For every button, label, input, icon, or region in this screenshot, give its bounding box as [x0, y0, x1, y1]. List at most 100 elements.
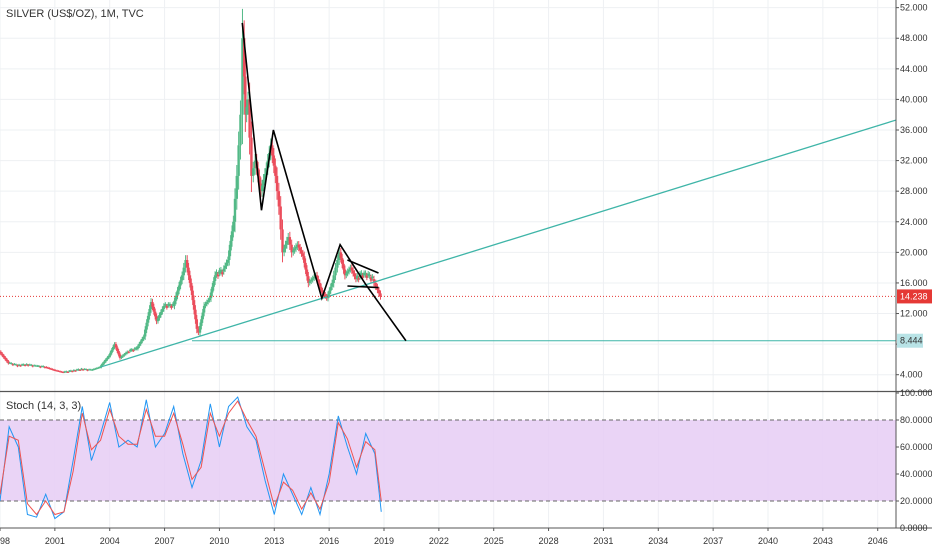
candle-body-up	[72, 369, 76, 371]
candle-body-down	[271, 145, 274, 156]
x-tick-label: 98	[0, 536, 10, 546]
candle-body-up	[123, 354, 126, 356]
candle-body-up	[161, 308, 164, 312]
candle-body-up	[164, 303, 167, 306]
candle-body-down	[151, 302, 154, 307]
candle-body-up	[229, 240, 232, 251]
candle-body-up	[233, 198, 237, 222]
candle-body-up	[200, 319, 203, 326]
support-trendline	[100, 119, 897, 368]
candle-body-up	[126, 351, 129, 353]
candle-body-down	[244, 76, 247, 115]
candle-body-up	[65, 371, 68, 373]
candle-body-down	[57, 370, 60, 372]
candle-body-up	[141, 338, 144, 342]
candle-body-up	[139, 341, 142, 344]
candle-body-down	[55, 370, 59, 372]
candle-body-down	[305, 269, 309, 277]
candle-body-up	[159, 312, 163, 316]
price-pane	[0, 8, 897, 374]
candle-body-up	[138, 343, 141, 347]
candle-body-down	[250, 137, 253, 176]
candle-body-up	[13, 363, 16, 365]
stoch-y-tick-label: 0.0000	[900, 523, 928, 533]
y-tick-label: 36.000	[900, 125, 928, 135]
x-tick-label: 2019	[374, 536, 394, 546]
candle-body-down	[304, 262, 307, 270]
candle-body-down	[191, 290, 194, 301]
candle-body-down	[46, 367, 50, 369]
candle-body-up	[42, 366, 45, 368]
candle-body-down	[152, 306, 156, 312]
candle-body-up	[364, 272, 367, 276]
candle-body-up	[329, 286, 332, 291]
candle-body-up	[284, 244, 287, 249]
candle-body-up	[89, 369, 92, 371]
candle-body-down	[216, 274, 220, 277]
candle-body-down	[379, 293, 382, 297]
x-tick-label: 2043	[813, 536, 833, 546]
candle-body-up	[167, 303, 170, 306]
candle-body-down	[45, 367, 48, 369]
y-tick-label: 16.000	[900, 278, 928, 288]
candle-body-up	[90, 369, 94, 371]
candle-body-up	[84, 369, 88, 371]
candle-body-down	[248, 99, 251, 138]
x-tick-label: 2007	[155, 536, 175, 546]
candle-body-up	[14, 364, 18, 366]
candle-body-down	[275, 175, 279, 192]
candle-body-down	[374, 282, 377, 287]
candle-body-down	[127, 351, 130, 353]
x-tick-label: 2001	[45, 536, 65, 546]
candle-body-up	[92, 369, 95, 371]
candle-body-down	[342, 263, 345, 270]
x-tick-label: 2046	[868, 536, 888, 546]
candle-body-up	[208, 298, 211, 301]
candle-body-down	[361, 275, 364, 278]
candle-body-down	[300, 250, 303, 254]
chart-title: SILVER (US$/OZ), 1M, TVC	[6, 8, 144, 20]
candle-body-down	[118, 354, 122, 358]
y-tick-label: 24.000	[900, 217, 928, 227]
candle-body-up	[168, 303, 172, 306]
candle-body-down	[281, 229, 284, 253]
stoch-y-tick-label: 20.0000	[900, 496, 932, 506]
candle-body-down	[192, 300, 196, 310]
candle-body-up	[356, 275, 359, 280]
candle-body-up	[334, 267, 337, 276]
candle-body-down	[351, 270, 355, 274]
candle-body-down	[154, 311, 157, 317]
candle-body-up	[211, 286, 214, 293]
candle-body-down	[74, 370, 77, 372]
candle-body-down	[339, 252, 342, 259]
candle-body-down	[324, 294, 327, 297]
candle-body-up	[285, 240, 289, 245]
candle-body-up	[296, 244, 299, 247]
candle-body-up	[330, 282, 334, 287]
last-price-label-box	[897, 289, 932, 304]
candle-body-up	[130, 349, 134, 351]
triangle-upper-line	[347, 259, 379, 274]
candle-body-down	[190, 282, 193, 291]
candle-body-up	[156, 318, 160, 322]
candle-body-up	[149, 302, 153, 309]
candle-body-up	[121, 355, 125, 357]
candle-body-up	[68, 370, 71, 372]
candle-body-down	[78, 369, 82, 371]
candle-body-down	[365, 275, 369, 278]
candle-body-up	[36, 365, 39, 367]
candle-body-up	[136, 346, 140, 349]
candle-body-up	[109, 352, 112, 356]
candle-body-down	[188, 275, 192, 283]
x-tick-label: 2034	[648, 536, 668, 546]
candle-body-down	[5, 359, 9, 362]
candle-body-down	[290, 244, 293, 253]
support-label: 8.444	[900, 336, 923, 346]
candle-body-down	[274, 165, 277, 176]
candle-body-up	[198, 325, 202, 333]
candle-body-up	[135, 347, 138, 350]
last-price-label: 14.238	[900, 291, 928, 301]
candle-body-down	[377, 290, 381, 294]
